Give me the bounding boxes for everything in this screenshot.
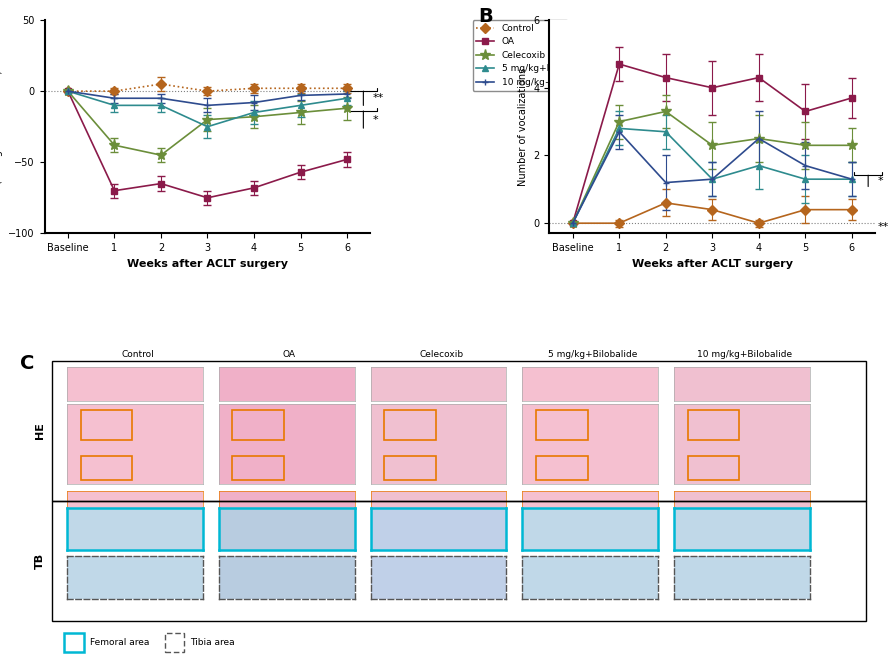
Bar xyxy=(536,456,588,480)
Text: *: * xyxy=(372,115,379,125)
Text: 5 mg/kg+Bilobalide: 5 mg/kg+Bilobalide xyxy=(548,351,638,359)
Bar xyxy=(688,409,739,440)
Bar xyxy=(80,409,132,440)
Text: B: B xyxy=(478,7,493,26)
Text: 10 mg/kg+Bilobalide: 10 mg/kg+Bilobalide xyxy=(697,351,792,359)
Text: *: * xyxy=(878,176,883,186)
Y-axis label: Number of vocalizations: Number of vocalizations xyxy=(518,67,528,186)
Bar xyxy=(384,456,436,480)
Bar xyxy=(64,633,84,652)
Bar xyxy=(536,409,588,440)
Text: Tibia area: Tibia area xyxy=(190,638,235,647)
Legend: Control, OA, Celecoxib, 5 mg/kg+BB, 10 mg/kg+BB: Control, OA, Celecoxib, 5 mg/kg+BB, 10 m… xyxy=(472,20,568,91)
Bar xyxy=(164,633,184,652)
Text: **: ** xyxy=(878,222,889,232)
Bar xyxy=(688,456,739,480)
Bar xyxy=(80,456,132,480)
Bar xyxy=(232,456,284,480)
Text: C: C xyxy=(20,354,34,373)
Bar xyxy=(232,409,284,440)
Y-axis label: 50% Withdrawal Threshold (log(g))
(change from Baseline): 50% Withdrawal Threshold (log(g)) (chang… xyxy=(0,41,3,212)
Text: Control: Control xyxy=(121,351,154,359)
Text: Femoral area: Femoral area xyxy=(90,638,149,647)
Text: TB: TB xyxy=(35,553,46,569)
Bar xyxy=(384,409,436,440)
Text: HE: HE xyxy=(35,422,46,440)
X-axis label: Weeks after ACLT surgery: Weeks after ACLT surgery xyxy=(632,259,793,269)
Text: OA: OA xyxy=(283,351,296,359)
X-axis label: Weeks after ACLT surgery: Weeks after ACLT surgery xyxy=(127,259,288,269)
Text: Celecoxib: Celecoxib xyxy=(419,351,463,359)
Text: **: ** xyxy=(372,94,384,104)
